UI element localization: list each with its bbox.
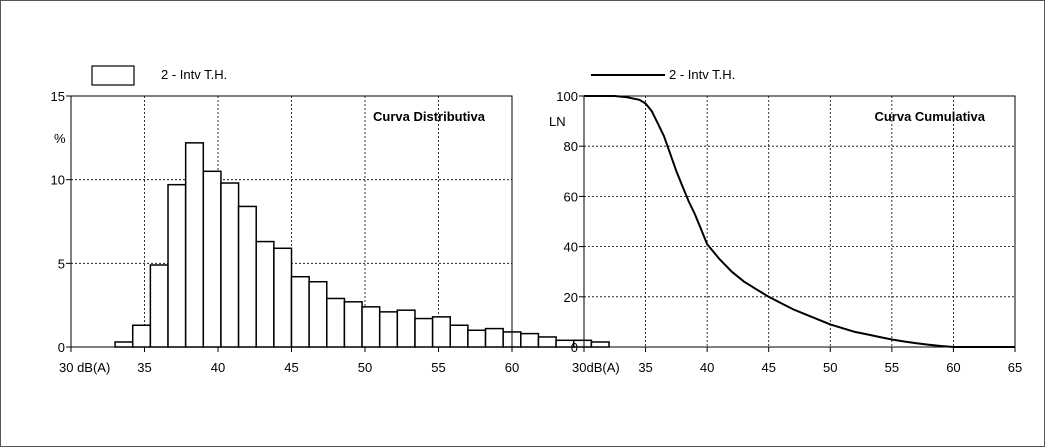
distribution-bar: [396, 309, 416, 348]
distribution-x-tick-label: 40: [211, 360, 225, 375]
cumulative-plot-frame: [583, 95, 1016, 348]
distribution-bar: [449, 324, 469, 348]
distribution-chart: 2 - Intv T.H. 0 5 10 15 30 dB(A) 35 40 45 50 55 6…: [51, 65, 610, 375]
distribution-x-tick-label: 35: [137, 360, 151, 375]
cumulative-y-tick-label: 0: [571, 340, 578, 355]
cumulative-y-axis-label: LN: [549, 114, 566, 129]
cumulative-x-ticks: 30dB(A) 35 40 45 50 55 60 65: [572, 347, 1022, 375]
cumulative-x-tick-label: 65: [1008, 360, 1022, 375]
distribution-bar: [414, 317, 434, 348]
cumulative-x-tick-label: 45: [761, 360, 775, 375]
distribution-x-tick-label: 30 dB(A): [59, 360, 110, 375]
distribution-bar: [114, 341, 134, 348]
distribution-bar: [273, 247, 293, 348]
cumulative-curve: [584, 95, 1015, 348]
legend-swatch-bar: [91, 65, 135, 86]
distribution-bar: [467, 329, 487, 348]
distribution-bar: [184, 142, 205, 348]
distribution-y-tick-label: 5: [58, 256, 65, 271]
distribution-bar: [202, 170, 222, 348]
distribution-bar: [378, 311, 399, 348]
distribution-bar: [131, 324, 152, 348]
distribution-y-tick-label: 15: [51, 89, 65, 104]
cumulative-grid: [584, 96, 1015, 347]
distribution-bar: [255, 240, 275, 348]
cumulative-x-tick-label: 35: [638, 360, 652, 375]
distribution-y-axis-label: %: [54, 131, 66, 146]
distribution-bar: [537, 336, 557, 348]
cumulative-title: Curva Cumulativa: [874, 109, 985, 124]
distribution-bar: [308, 280, 328, 348]
distribution-x-tick-label: 55: [431, 360, 445, 375]
cumulative-x-tick-label: 55: [885, 360, 899, 375]
distribution-bar: [290, 275, 310, 348]
legend-label-cumulative: 2 - Intv T.H.: [669, 67, 735, 82]
distribution-y-tick-label: 0: [58, 340, 65, 355]
distribution-bars: [114, 142, 610, 348]
distribution-x-tick-label: 60: [505, 360, 519, 375]
cumulative-y-tick-label: 80: [564, 139, 578, 154]
distribution-title: Curva Distributiva: [373, 109, 486, 124]
cumulative-y-tick-label: 40: [564, 240, 578, 255]
cumulative-x-tick-label: 60: [946, 360, 960, 375]
cumulative-y-tick-label: 100: [556, 89, 578, 104]
distribution-bar: [220, 182, 240, 348]
cumulative-y-tick-label: 60: [564, 189, 578, 204]
distribution-bar: [326, 297, 346, 348]
cumulative-chart: 2 - Intv T.H. 0 20 40 60 80 100 30dB(A) 35 40 45…: [549, 67, 1022, 375]
distribution-bar: [167, 183, 187, 348]
cumulative-x-tick-label: 50: [823, 360, 837, 375]
distribution-bar: [149, 264, 169, 348]
distribution-bar: [431, 316, 452, 348]
distribution-bar: [343, 301, 363, 348]
distribution-bar: [484, 327, 504, 348]
cumulative-y-tick-label: 20: [564, 290, 578, 305]
cumulative-y-ticks: 0 20 40 60 80 100: [556, 89, 584, 355]
legend-label-distribution: 2 - Intv T.H.: [161, 67, 227, 82]
distribution-bar: [361, 306, 381, 348]
distribution-bar: [520, 332, 540, 348]
distribution-x-tick-label: 50: [358, 360, 372, 375]
distribution-y-ticks: 0 5 10 15: [51, 89, 71, 355]
distribution-bar: [237, 205, 257, 348]
distribution-x-ticks: 30 dB(A) 35 40 45 50 55 60: [59, 347, 519, 375]
distribution-bar: [590, 341, 610, 348]
cumulative-x-tick-label: 30dB(A): [572, 360, 620, 375]
distribution-x-tick-label: 45: [284, 360, 298, 375]
distribution-y-tick-label: 10: [51, 173, 65, 188]
cumulative-x-tick-label: 40: [700, 360, 714, 375]
